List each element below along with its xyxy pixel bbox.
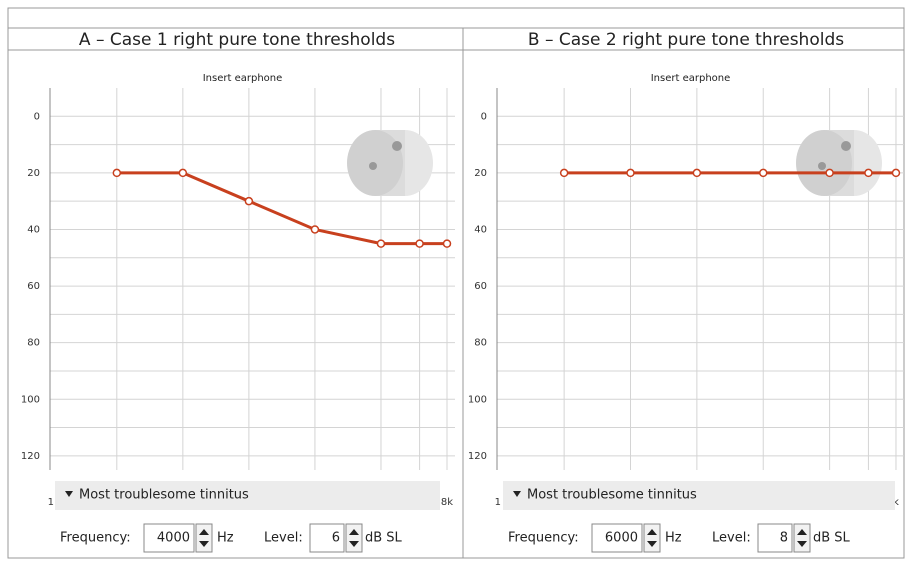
spinner-arrows xyxy=(349,529,359,547)
earphone xyxy=(369,162,377,170)
y-tick-label: 40 xyxy=(474,224,487,235)
spinner-arrows xyxy=(647,529,657,547)
y-tick-label: 20 xyxy=(474,168,487,179)
x-tick-label: 1 xyxy=(495,497,501,508)
level-input-value: 8 xyxy=(780,531,788,546)
spinner[interactable] xyxy=(643,523,661,553)
x-tick-label: k xyxy=(893,497,899,508)
level-label: Level: xyxy=(712,531,751,546)
spinner[interactable] xyxy=(195,523,213,553)
data-point xyxy=(376,239,386,248)
data-point xyxy=(559,168,569,178)
data-point xyxy=(758,168,768,178)
spinner[interactable] xyxy=(345,523,363,553)
y-tick-label: 80 xyxy=(474,338,487,349)
x-tick-label: 8k xyxy=(441,497,453,508)
collapsible-header xyxy=(503,481,895,510)
data-point xyxy=(891,168,901,178)
frequency-unit: Hz xyxy=(217,531,234,546)
y-tick-label: 100 xyxy=(21,394,40,405)
data-point xyxy=(626,168,635,178)
frequency-unit: Hz xyxy=(665,531,682,546)
y-tick-label: 120 xyxy=(468,451,487,462)
y-tick-label: 20 xyxy=(27,168,40,179)
chart-title: A – Case 1 right pure tone thresholds xyxy=(79,30,395,50)
frequency-label: Frequency: xyxy=(60,531,131,546)
level-input[interactable] xyxy=(757,523,793,553)
frequency-input-value: 4000 xyxy=(157,531,190,546)
x-tick-label: 1 xyxy=(48,497,54,508)
collapse-arrow xyxy=(65,491,73,497)
earphone xyxy=(841,141,851,151)
collapse-arrow xyxy=(513,491,521,497)
y-tick-label: 0 xyxy=(34,111,40,122)
frequency-input[interactable] xyxy=(143,523,195,553)
y-tick-label: 120 xyxy=(21,451,40,462)
chart-subtitle: Insert earphone xyxy=(203,73,283,84)
y-tick-label: 80 xyxy=(27,338,40,349)
y-tick-label: 60 xyxy=(474,281,487,292)
data-point xyxy=(244,196,254,206)
tinnitus-header[interactable]: Most troublesome tinnitus xyxy=(79,488,249,503)
spinner-arrows xyxy=(797,529,807,547)
level-label: Level: xyxy=(264,531,303,546)
data-point xyxy=(442,239,452,248)
data-point xyxy=(692,168,702,178)
data-point xyxy=(825,168,834,178)
y-tick-label: 40 xyxy=(27,224,40,235)
spinner-arrows xyxy=(199,529,209,547)
tinnitus-header[interactable]: Most troublesome tinnitus xyxy=(527,488,697,503)
data-point xyxy=(864,168,873,178)
data-point xyxy=(415,239,424,248)
frequency-label: Frequency: xyxy=(508,531,579,546)
frequency-input-value: 6000 xyxy=(605,531,638,546)
data-point xyxy=(310,225,320,234)
data-point xyxy=(178,168,188,178)
y-tick-label: 100 xyxy=(468,394,487,405)
chart-title: B – Case 2 right pure tone thresholds xyxy=(528,30,844,50)
level-unit: dB SL xyxy=(813,531,851,546)
y-tick-label: 60 xyxy=(27,281,40,292)
level-unit: dB SL xyxy=(365,531,403,546)
earphone xyxy=(818,162,826,170)
level-input[interactable] xyxy=(309,523,345,553)
spinner[interactable] xyxy=(793,523,811,553)
earphone xyxy=(392,141,402,151)
level-input-value: 6 xyxy=(332,531,340,546)
collapsible-header xyxy=(55,481,440,510)
frame xyxy=(7,7,905,559)
frequency-input[interactable] xyxy=(591,523,643,553)
y-tick-label: 0 xyxy=(481,111,487,122)
chart-subtitle: Insert earphone xyxy=(651,73,731,84)
data-point xyxy=(112,168,122,178)
